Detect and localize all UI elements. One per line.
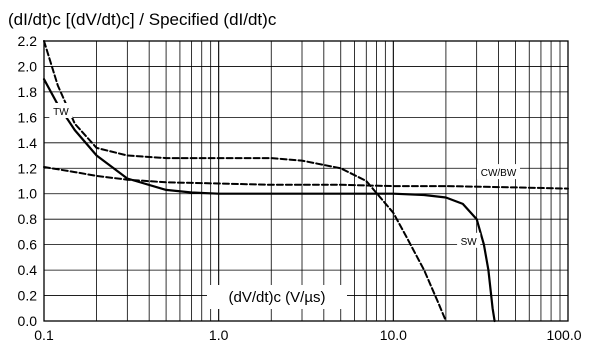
series-label: SW — [461, 237, 478, 248]
y-tick-label: 1.4 — [18, 135, 38, 151]
series-labels: TW CW/BW SW — [49, 103, 520, 248]
series-line-tw — [43, 40, 447, 322]
y-tick-label: 2.2 — [18, 33, 38, 49]
y-tick-label: 1.6 — [18, 109, 38, 125]
series-label-background — [476, 164, 520, 180]
tick-labels: 0.0 0.2 0.4 0.6 0.8 1.0 1.2 1.4 1.6 1.8 2.0 2.2 0.1 1… — [18, 33, 582, 343]
x-tick-label: 0.1 — [34, 327, 54, 343]
y-tick-label: 1.2 — [18, 160, 38, 176]
series-label-background — [457, 232, 481, 248]
axes — [43, 40, 569, 322]
y-tick-label: 0.6 — [18, 237, 38, 253]
y-tick-label: 0.8 — [18, 211, 38, 227]
y-tick-label: 2.0 — [18, 58, 38, 74]
series-line-sw — [42, 78, 496, 323]
y-tick-label: 0.2 — [18, 288, 38, 304]
series-label: TW — [53, 107, 69, 118]
series-label: CW/BW — [481, 168, 517, 179]
y-tick-label: 1.0 — [18, 186, 38, 202]
series — [42, 40, 569, 323]
y-tick-label: 0.0 — [18, 313, 38, 329]
x-axis-label: (dV/dt)c (V/µs) — [229, 289, 326, 306]
series-line-cw-bw — [43, 166, 569, 190]
x-tick-label: 100.0 — [546, 327, 581, 343]
x-axis-label-background — [207, 285, 347, 309]
plot-frame — [43, 40, 569, 322]
x-tick-label: 10.0 — [380, 327, 407, 343]
y-tick-label: 0.4 — [18, 262, 38, 278]
series-label-background — [49, 103, 73, 118]
x-tick-label: 1.0 — [209, 327, 229, 343]
chart-title: (dI/dt)c [(dV/dt)c] / Specified (dI/dt)c — [8, 10, 277, 29]
y-tick-label: 1.8 — [18, 84, 38, 100]
